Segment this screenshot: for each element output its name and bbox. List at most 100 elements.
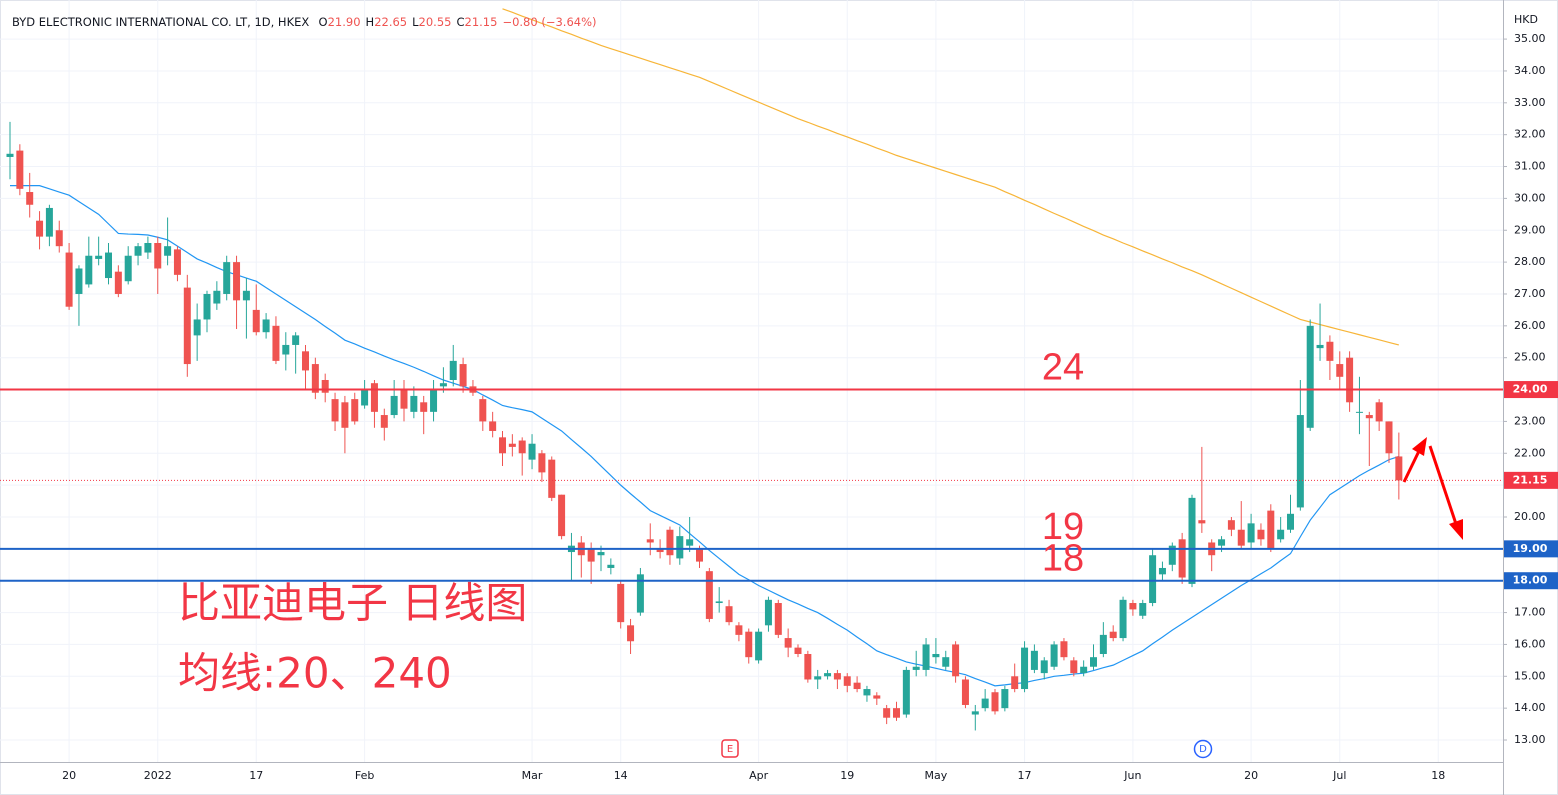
- y-tick-label: 26.00: [1514, 319, 1546, 332]
- candle-body: [814, 676, 822, 680]
- y-tick-label: 15.00: [1514, 669, 1546, 682]
- x-tick-label: 19: [840, 769, 854, 782]
- candle-body: [1188, 497, 1196, 584]
- candle-body: [65, 252, 73, 307]
- candle-body: [774, 603, 782, 635]
- arrow-head: [1449, 519, 1463, 540]
- event-badge[interactable]: [721, 739, 739, 758]
- level-label: 19.00: [1513, 542, 1548, 555]
- level-label: 24.00: [1513, 383, 1548, 396]
- y-tick-label: 20.00: [1514, 510, 1546, 523]
- candle-body: [1060, 641, 1068, 658]
- candle-body: [370, 383, 378, 412]
- candle-body: [971, 711, 979, 715]
- y-tick-label: 34.00: [1514, 64, 1546, 77]
- candle-body: [1040, 660, 1048, 674]
- candle-body: [489, 421, 497, 431]
- candle-body: [952, 644, 960, 677]
- candle-body: [105, 252, 112, 279]
- candle-body: [1267, 510, 1275, 549]
- header: BYD ELECTRONIC INTERNATIONAL CO. LT, 1D,…: [12, 15, 597, 29]
- candle-body: [824, 673, 832, 677]
- candle-body: [134, 246, 142, 256]
- ma-line: [10, 185, 1400, 687]
- x-tick-label: Feb: [355, 769, 374, 782]
- event-badge[interactable]: [1193, 739, 1213, 759]
- candle-body: [735, 625, 743, 635]
- candle-body: [1316, 344, 1324, 349]
- event-label[interactable]: D: [1199, 744, 1207, 755]
- candle-body: [745, 631, 753, 658]
- candle-body: [1336, 364, 1344, 377]
- x-tick-label: 18: [1431, 769, 1445, 782]
- annotation: 比亚迪电子 日线图: [178, 579, 527, 628]
- candle-body: [75, 268, 83, 294]
- candle-body: [55, 230, 63, 247]
- candle-body: [656, 548, 664, 553]
- candle-body: [597, 552, 605, 556]
- candle-body: [646, 539, 654, 543]
- candle-body: [499, 437, 506, 454]
- level-note: 18: [1042, 538, 1084, 580]
- candle-body: [331, 399, 339, 422]
- candle-body: [932, 653, 940, 658]
- y-tick-label: 28.00: [1514, 255, 1546, 268]
- candle-body: [26, 192, 34, 205]
- candle-body: [282, 344, 290, 355]
- arrow-down: [1428, 445, 1458, 525]
- candle-body: [1306, 325, 1314, 428]
- candle-body: [1021, 647, 1029, 690]
- candle-body: [1346, 357, 1354, 403]
- candle-body: [587, 548, 595, 562]
- candle-body: [1011, 676, 1019, 690]
- annotation: 均线:20、240: [178, 649, 452, 698]
- candle-body: [764, 599, 772, 626]
- candle-body: [223, 262, 231, 294]
- candle-body: [1070, 660, 1078, 674]
- y-tick-label: 32.00: [1514, 128, 1546, 141]
- candle-body: [242, 290, 250, 301]
- y-tick-label: 35.00: [1514, 32, 1546, 45]
- candle-body: [203, 293, 211, 320]
- candle-body: [676, 536, 684, 559]
- x-tick-label: Jun: [1123, 769, 1141, 782]
- candle-body: [873, 695, 881, 699]
- event-label[interactable]: E: [727, 744, 733, 755]
- event-e[interactable]: E: [721, 739, 739, 758]
- x-tick-label: 20: [1244, 769, 1258, 782]
- candle-body: [114, 271, 122, 294]
- candle-body: [351, 399, 359, 422]
- candle-body: [794, 647, 802, 654]
- ohlc-key: C: [456, 15, 464, 29]
- candle-body: [420, 402, 428, 412]
- candle-body: [627, 625, 635, 642]
- candle-body: [922, 644, 930, 670]
- candle-body: [85, 255, 93, 285]
- candle-body: [479, 399, 487, 422]
- y-tick-label: 16.00: [1514, 637, 1546, 650]
- candle-body: [961, 679, 969, 705]
- candle-body: [1277, 529, 1285, 540]
- candle-body: [1395, 456, 1403, 481]
- x-tick-label: 17: [249, 769, 263, 782]
- candle-body: [686, 539, 694, 546]
- candle-body: [893, 708, 900, 718]
- candle-body: [1030, 650, 1038, 670]
- candle-body: [311, 364, 319, 393]
- candle-body: [1326, 341, 1334, 361]
- price-label: 21.15: [1513, 473, 1548, 486]
- candle-body: [154, 242, 162, 269]
- event-d[interactable]: D: [1193, 739, 1213, 759]
- candle-body: [1296, 415, 1304, 508]
- x-tick-label: 14: [614, 769, 628, 782]
- candle-body: [715, 601, 723, 604]
- candle-body: [1365, 415, 1373, 419]
- candle-body: [6, 153, 14, 157]
- ohlc-key: O: [319, 15, 328, 29]
- candle-body: [1129, 603, 1137, 610]
- level-note: 19: [1042, 506, 1084, 548]
- candle-body: [666, 529, 674, 556]
- candle-body: [1375, 402, 1383, 422]
